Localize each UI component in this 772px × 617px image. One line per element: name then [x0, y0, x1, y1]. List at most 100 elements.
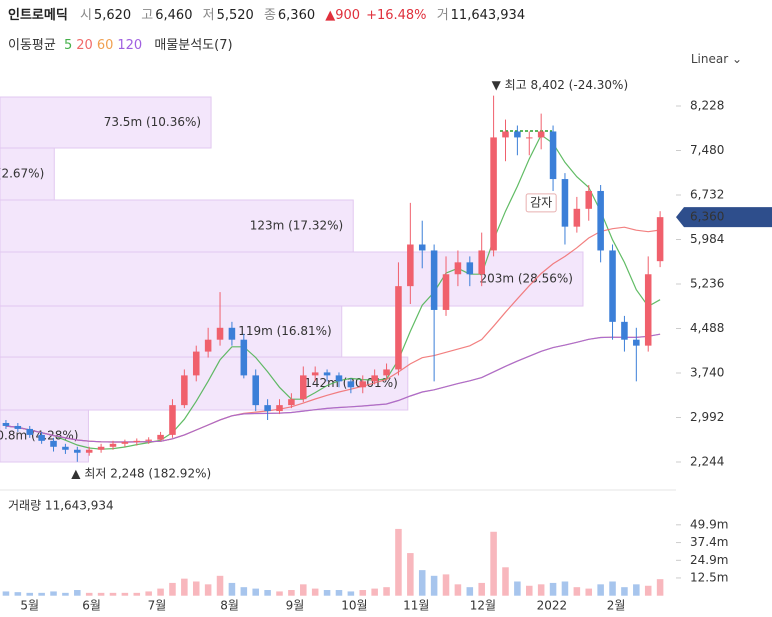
candle [74, 446, 81, 462]
candle-body [644, 274, 652, 346]
volume-bar [121, 592, 129, 596]
candle-body [62, 446, 69, 450]
change: ▲900 [325, 8, 361, 23]
v-tick-label: 12.5m [690, 570, 728, 584]
profile-band [0, 305, 343, 358]
candle [85, 446, 93, 456]
volume-bar [573, 587, 581, 596]
volume-bar [240, 587, 248, 596]
volume-bar [644, 585, 652, 596]
profile-band [0, 147, 55, 201]
volume-bar [656, 579, 664, 596]
candle [633, 327, 640, 382]
profile-band [0, 356, 409, 411]
profile-label: 203m (28.56%) [479, 272, 573, 286]
candle-body [656, 217, 664, 262]
scale-button[interactable]: Linear ⌄ [690, 52, 742, 66]
candle [216, 292, 224, 346]
volume-bar [288, 590, 295, 596]
candle-body [240, 339, 248, 376]
x-tick-label: 7월 [148, 599, 167, 613]
candle [145, 437, 152, 444]
candle [133, 438, 141, 446]
candle [502, 119, 509, 162]
candle-body [454, 262, 462, 275]
candle [561, 173, 569, 245]
volume-bar [442, 574, 450, 596]
candle [514, 125, 521, 156]
scale-text[interactable]: Linear [690, 52, 729, 66]
y-tick-label: 7,480 [690, 143, 724, 157]
moving-average [5, 333, 661, 443]
candle-body [311, 372, 319, 376]
candle [395, 262, 402, 376]
volume-bar [323, 590, 331, 596]
candle-body [216, 327, 224, 340]
candle-body [181, 375, 188, 406]
candle [573, 196, 581, 233]
candle [383, 363, 390, 379]
price-tag-label: 6,360 [690, 210, 724, 224]
candle-body [502, 131, 509, 138]
volume-bar [359, 590, 367, 596]
candle-body [323, 372, 331, 376]
y-tick-label: 2,244 [690, 455, 724, 469]
volume-bar [395, 528, 402, 596]
candle-body [395, 286, 402, 370]
candle [192, 345, 200, 382]
volume-bar [74, 590, 81, 596]
key: 고 [141, 8, 154, 23]
y-tick-label: 6,732 [690, 188, 724, 202]
volume-bar [621, 587, 628, 596]
volume-bar [335, 590, 343, 596]
volume-bar [50, 591, 57, 596]
volume-bar [502, 567, 509, 596]
volume-bar [157, 588, 164, 596]
candle [644, 256, 652, 352]
candle-body [633, 339, 640, 346]
profile-label: 18.9m (2.67%) [0, 167, 44, 181]
candle [347, 378, 355, 394]
x-tick-label: 10월 [341, 599, 367, 613]
ma-legend-item: 60 [96, 38, 114, 53]
candle [288, 393, 295, 409]
candle [371, 369, 378, 385]
candle-body [371, 375, 378, 382]
candle-body [442, 274, 450, 310]
candle [490, 95, 497, 257]
volume-bar [228, 582, 236, 596]
volume-bar [38, 592, 45, 596]
candle-body [585, 190, 593, 209]
candle-body [264, 405, 271, 412]
volume-bar [490, 531, 497, 596]
y-tick-label: 8,228 [690, 99, 724, 113]
candle-body [490, 137, 497, 251]
candle-body [383, 369, 390, 376]
candle-body [2, 422, 10, 426]
candle-body [121, 442, 129, 444]
volume-bar [609, 581, 616, 596]
ma-legend-item: 20 [76, 38, 93, 53]
candle-body [252, 375, 259, 406]
y-tick-label: 3,740 [690, 366, 724, 380]
candle [264, 399, 271, 421]
volume-bar [371, 588, 378, 596]
x-tick-label: 6월 [82, 599, 101, 613]
candle-body [97, 446, 105, 450]
volume-title: 거래량 11,643,934 [8, 499, 114, 513]
volume-bar [585, 588, 593, 596]
volume-bar [276, 591, 283, 596]
volume-bar [62, 592, 69, 596]
candle-body [573, 208, 581, 227]
y-tick-label: 5,236 [690, 277, 724, 291]
ma-legend-item: 5 [63, 38, 73, 53]
profile-label[interactable]: 매물분석도(7) [154, 38, 233, 53]
volume-bar [14, 592, 22, 596]
candle [240, 333, 248, 379]
candle-body [478, 250, 485, 275]
candle [204, 327, 212, 358]
volume-bar [204, 584, 212, 596]
candle [14, 422, 22, 432]
candle-body [109, 443, 117, 447]
